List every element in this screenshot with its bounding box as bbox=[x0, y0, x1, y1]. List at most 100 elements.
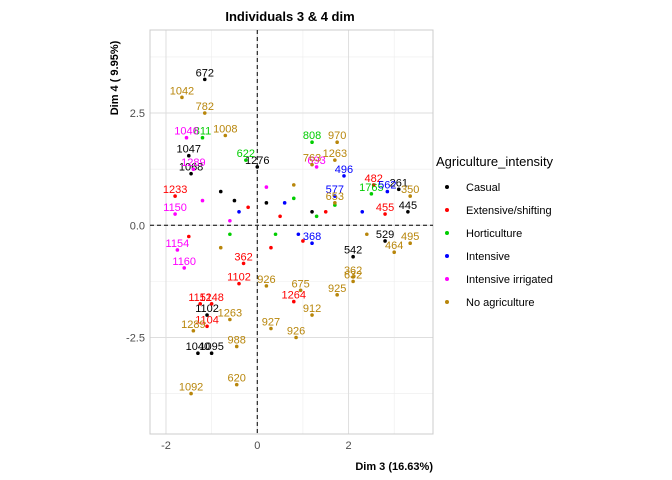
data-point-label: 1042 bbox=[170, 85, 194, 97]
data-point bbox=[184, 135, 189, 140]
data-point bbox=[383, 239, 387, 243]
data-point-label: 1068 bbox=[179, 162, 203, 174]
chart-title: Individuals 3 & 4 dim bbox=[225, 9, 354, 24]
series: 811 808 622 1765 bbox=[194, 126, 384, 237]
data-point bbox=[186, 153, 191, 158]
data-point-label: 496 bbox=[335, 164, 353, 176]
data-point-label: 1008 bbox=[213, 123, 237, 135]
data-point-label: 675 bbox=[291, 278, 309, 290]
data-point bbox=[209, 302, 214, 306]
legend-title: Agriculture_intensity bbox=[436, 154, 554, 169]
data-point bbox=[365, 232, 369, 237]
data-point bbox=[298, 288, 303, 293]
data-point-label: 1276 bbox=[245, 155, 269, 167]
data-point-label: 1263 bbox=[218, 308, 242, 320]
data-point bbox=[191, 167, 196, 171]
data-point bbox=[196, 351, 200, 356]
data-point-label: 362 bbox=[344, 265, 362, 277]
data-point bbox=[282, 201, 287, 205]
x-tick-label: -2 bbox=[161, 440, 171, 452]
data-point-label: 808 bbox=[303, 130, 321, 142]
data-point-label: 1046 bbox=[174, 126, 198, 138]
x-tick-label: 0 bbox=[254, 440, 260, 452]
data-point bbox=[310, 241, 314, 246]
data-point-label: 912 bbox=[303, 303, 321, 315]
data-point-label: 927 bbox=[262, 317, 280, 329]
data-point-label: 529 bbox=[376, 229, 394, 241]
data-point bbox=[228, 317, 232, 322]
data-point-label: 763 bbox=[303, 153, 321, 165]
data-point-label: 445 bbox=[399, 200, 417, 212]
data-point-label: 672 bbox=[196, 67, 214, 79]
y-tick-label: 0.0 bbox=[130, 220, 145, 232]
data-point bbox=[232, 198, 237, 203]
data-point bbox=[310, 210, 314, 214]
data-point bbox=[371, 183, 376, 187]
legend-key bbox=[445, 254, 449, 258]
data-point-label: 455 bbox=[376, 202, 394, 214]
data-point bbox=[310, 162, 314, 167]
data-point-label: 1289 bbox=[181, 157, 205, 169]
data-point-label: 1151 bbox=[188, 292, 212, 304]
data-point-label: 988 bbox=[228, 334, 246, 346]
series: 482 455 1151 1104 1248 1264 362 1233 1102 bbox=[163, 173, 394, 329]
data-point bbox=[205, 324, 209, 329]
data-point bbox=[237, 210, 241, 214]
data-point bbox=[228, 218, 232, 223]
plot-panel: -2 0 2 -2.5 0.0 2.5 672 1276 1047 1068 261 445 529 54… bbox=[126, 29, 434, 452]
data-point-label: 577 bbox=[326, 184, 344, 196]
data-point-label: 782 bbox=[196, 101, 214, 113]
data-point bbox=[406, 210, 410, 214]
data-point-label: 542 bbox=[344, 245, 362, 257]
legend-key bbox=[445, 231, 449, 235]
data-point bbox=[241, 261, 246, 266]
data-point-label: 620 bbox=[228, 373, 246, 385]
data-point bbox=[369, 192, 374, 196]
data-point-label: 1765 bbox=[359, 182, 383, 194]
data-point bbox=[335, 140, 339, 145]
data-point-label: 1047 bbox=[177, 144, 201, 156]
data-point bbox=[408, 241, 412, 246]
data-point-label: 362 bbox=[234, 251, 252, 263]
legend: Agriculture_intensity Casual Extensive/sh… bbox=[436, 154, 554, 309]
data-point bbox=[269, 326, 273, 331]
data-point bbox=[294, 335, 298, 340]
data-point-label: 1264 bbox=[282, 290, 306, 302]
data-point bbox=[205, 313, 209, 317]
data-point bbox=[396, 187, 401, 192]
data-point bbox=[202, 111, 207, 115]
panel-border bbox=[149, 29, 434, 435]
data-point-label: 653 bbox=[326, 191, 344, 203]
data-point-label: 350 bbox=[401, 184, 419, 196]
data-point bbox=[301, 239, 305, 243]
data-point-label: 1095 bbox=[199, 341, 223, 353]
data-point bbox=[246, 205, 250, 210]
data-point-label: 1150 bbox=[163, 202, 187, 214]
data-point-label: 495 bbox=[401, 231, 419, 243]
data-point bbox=[264, 284, 269, 288]
y-tick-label: -2.5 bbox=[126, 332, 145, 344]
data-point bbox=[200, 198, 205, 203]
data-point bbox=[385, 189, 390, 194]
data-point-label: 482 bbox=[364, 173, 382, 185]
legend-key bbox=[445, 185, 449, 189]
data-point-label: 1160 bbox=[172, 256, 196, 268]
data-point bbox=[408, 194, 412, 198]
data-point bbox=[202, 77, 207, 82]
data-point-label: 926 bbox=[257, 274, 275, 286]
legend-key bbox=[445, 277, 449, 281]
data-point-label: 970 bbox=[328, 130, 346, 142]
x-tick-label: 2 bbox=[345, 440, 351, 452]
data-point-label: 1102 bbox=[227, 272, 251, 284]
series: 496 562 577 368 bbox=[237, 164, 397, 246]
data-point-label: 622 bbox=[237, 148, 255, 160]
data-point bbox=[255, 165, 260, 169]
data-point bbox=[209, 351, 214, 356]
data-point-label: 1092 bbox=[179, 382, 203, 394]
data-point bbox=[198, 302, 203, 306]
data-point bbox=[342, 174, 346, 178]
panel-background bbox=[150, 30, 433, 434]
data-point-label: 464 bbox=[385, 240, 403, 252]
